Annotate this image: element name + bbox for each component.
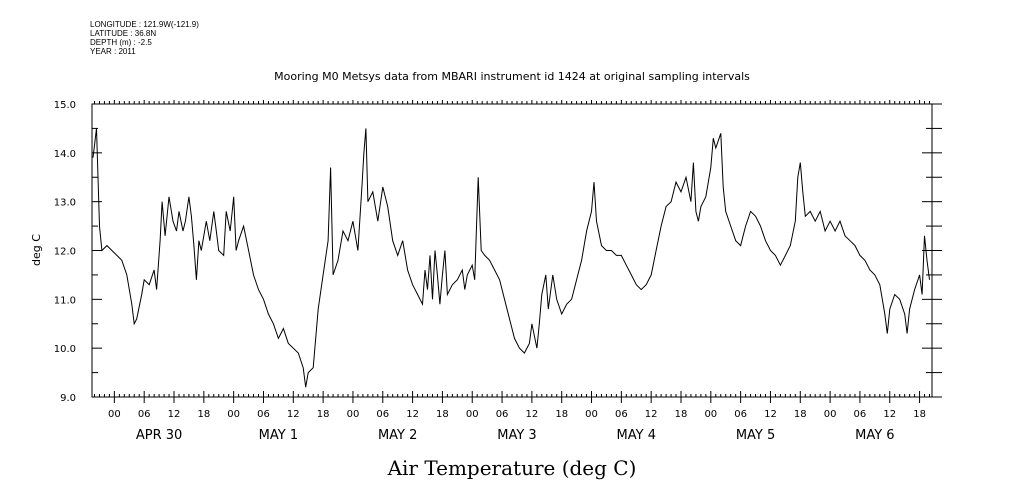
x-hour-label: 12 bbox=[406, 409, 419, 420]
y-tick-label: 10.0 bbox=[54, 344, 76, 355]
x-day-label: MAY 1 bbox=[259, 428, 298, 443]
air-temperature-series bbox=[92, 128, 930, 388]
x-hour-label: 00 bbox=[466, 409, 479, 420]
x-hour-label: 12 bbox=[764, 409, 777, 420]
x-hour-label: 00 bbox=[704, 409, 717, 420]
meta-latitude: LATITUDE : 36.8N bbox=[90, 29, 157, 38]
x-hour-label: 18 bbox=[675, 409, 688, 420]
y-tick-label: 11.0 bbox=[54, 295, 76, 306]
x-day-label: MAY 5 bbox=[736, 428, 775, 443]
x-hour-label: 12 bbox=[526, 409, 539, 420]
x-day-label: APR 30 bbox=[136, 428, 182, 443]
x-hour-label: 12 bbox=[883, 409, 896, 420]
y-axis-label: deg C bbox=[30, 234, 43, 266]
x-hour-label: 18 bbox=[913, 409, 926, 420]
y-tick-label: 15.0 bbox=[54, 100, 76, 111]
x-day-label: MAY 3 bbox=[497, 428, 536, 443]
x-hour-label: 18 bbox=[794, 409, 807, 420]
y-tick-label: 13.0 bbox=[54, 198, 76, 209]
x-day-label: MAY 2 bbox=[378, 428, 417, 443]
x-hour-label: 00 bbox=[108, 409, 121, 420]
x-hour-label: 06 bbox=[615, 409, 628, 420]
x-hour-label: 18 bbox=[555, 409, 568, 420]
x-hour-label: 18 bbox=[436, 409, 449, 420]
x-hour-label: 06 bbox=[496, 409, 509, 420]
x-hour-label: 00 bbox=[824, 409, 837, 420]
x-hour-label: 18 bbox=[197, 409, 210, 420]
x-hour-label: 12 bbox=[645, 409, 658, 420]
metadata-block: LONGITUDE : 121.9W(-121.9) LATITUDE : 36… bbox=[90, 20, 199, 56]
x-hour-label: 06 bbox=[138, 409, 151, 420]
x-axis-title: Air Temperature (deg C) bbox=[387, 456, 637, 480]
x-hour-label: 00 bbox=[227, 409, 240, 420]
x-hour-label: 06 bbox=[376, 409, 389, 420]
meta-year: YEAR : 2011 bbox=[90, 47, 136, 56]
x-hour-label: 12 bbox=[168, 409, 181, 420]
x-hour-label: 00 bbox=[347, 409, 360, 420]
axes: 9.0 10.0 11.0 12.0 13.0 14.0 15.0 00 06 12 18 00 06 1… bbox=[54, 100, 942, 443]
x-hour-label: 18 bbox=[317, 409, 330, 420]
x-hour-label: 06 bbox=[854, 409, 867, 420]
plot-title: Mooring M0 Metsys data from MBARI instru… bbox=[274, 70, 750, 83]
x-hour-label: 12 bbox=[287, 409, 300, 420]
x-day-label: MAY 6 bbox=[855, 428, 894, 443]
meta-depth: DEPTH (m) : -2.5 bbox=[90, 38, 152, 47]
x-hour-label: 06 bbox=[734, 409, 747, 420]
y-tick-label: 9.0 bbox=[60, 393, 76, 404]
plot-frame bbox=[91, 103, 933, 398]
x-hour-label: 00 bbox=[585, 409, 598, 420]
x-hour-label: 06 bbox=[257, 409, 270, 420]
x-day-label: MAY 4 bbox=[617, 428, 656, 443]
y-tick-label: 12.0 bbox=[54, 247, 76, 258]
meta-longitude: LONGITUDE : 121.9W(-121.9) bbox=[90, 20, 199, 29]
y-tick-label: 14.0 bbox=[54, 149, 76, 160]
